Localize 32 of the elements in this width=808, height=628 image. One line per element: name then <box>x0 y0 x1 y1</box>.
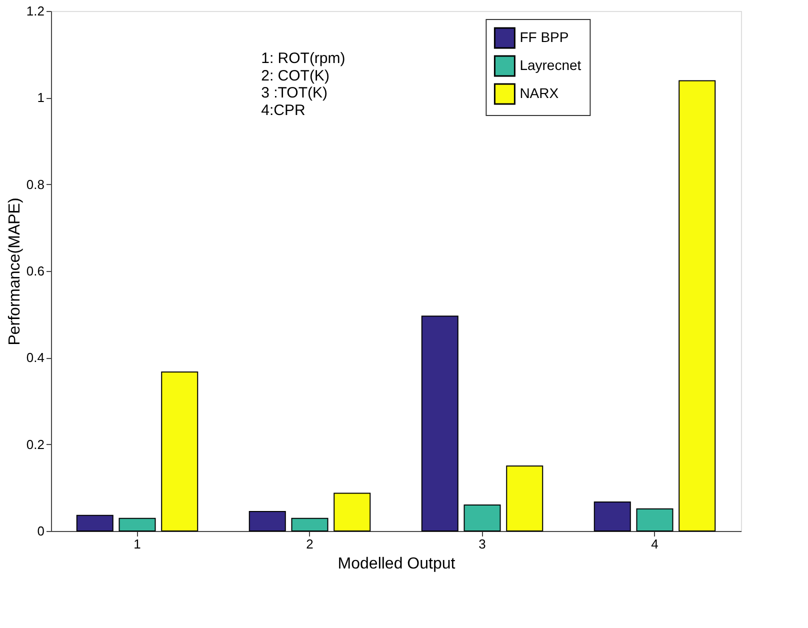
legend-label: Layrecnet <box>520 57 582 73</box>
annotation: 2: COT(K) <box>261 67 330 84</box>
bar <box>636 508 674 532</box>
y-axis-title: Performance(MAPE) <box>6 198 24 346</box>
bar <box>594 501 631 532</box>
bar <box>76 514 114 532</box>
legend-label: NARX <box>520 85 560 101</box>
y-tick-label: 0.6 <box>26 264 44 278</box>
y-tick-label: 0 <box>37 524 44 538</box>
y-tick-label: 1.2 <box>26 4 44 18</box>
legend-label: FF BPP <box>520 29 569 45</box>
bar <box>161 371 198 532</box>
bar <box>334 492 371 532</box>
annotation: 4:CPR <box>261 102 306 119</box>
bar <box>118 518 156 532</box>
x-tick-label: 3 <box>478 536 486 552</box>
bar <box>421 316 458 532</box>
y-tick-label: 1 <box>37 90 44 106</box>
y-tick-label: 0.8 <box>26 176 44 192</box>
annotation: 1: ROT(rpm) <box>261 50 346 68</box>
bar <box>248 511 286 532</box>
bar <box>291 518 328 532</box>
y-tick-label: 0.4 <box>26 350 44 366</box>
x-tick-label: 2 <box>306 536 314 552</box>
bar <box>506 466 544 532</box>
bar <box>464 504 501 532</box>
x-axis-title: Modelled Output <box>338 556 456 572</box>
bar <box>678 80 716 532</box>
annotation: 3 :TOT(K) <box>261 84 328 102</box>
x-tick-label: 1 <box>134 536 141 552</box>
x-tick-label: 4 <box>651 536 658 552</box>
y-tick-label: 0.2 <box>26 436 44 452</box>
